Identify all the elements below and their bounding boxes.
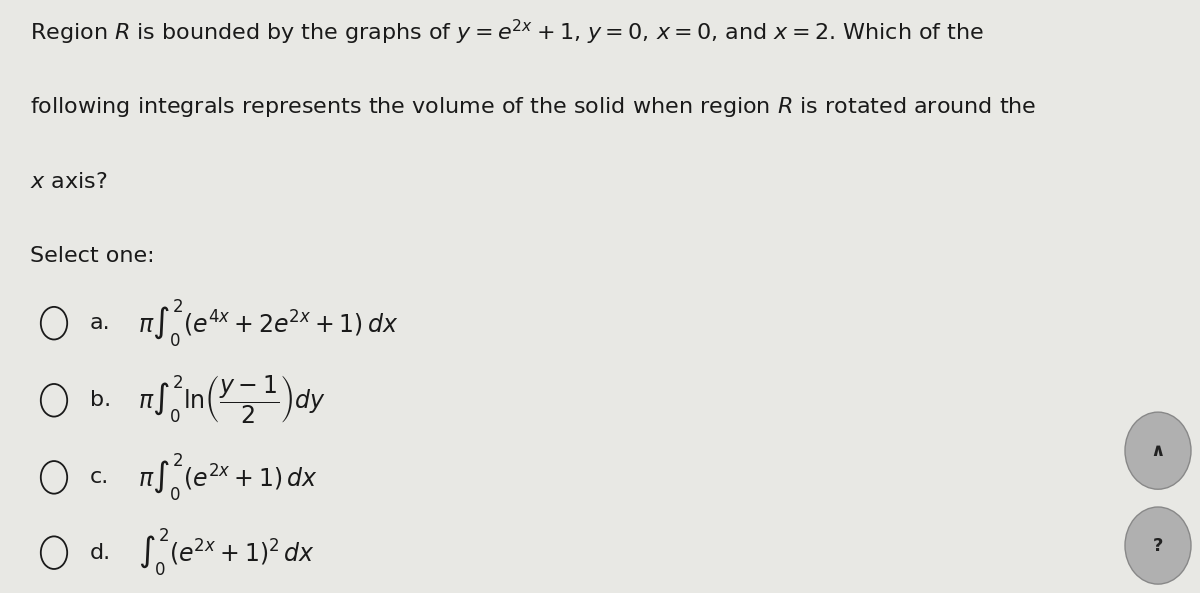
Text: $\pi\int_{0}^{2}(e^{4x} + 2e^{2x} + 1)\,dx$: $\pi\int_{0}^{2}(e^{4x} + 2e^{2x} + 1)\,… — [138, 298, 398, 349]
Ellipse shape — [1126, 412, 1190, 489]
Text: $\pi\int_{0}^{2}\ln\!\left(\dfrac{y-1}{2}\right)dy$: $\pi\int_{0}^{2}\ln\!\left(\dfrac{y-1}{2… — [138, 374, 325, 426]
Text: $\pi\int_{0}^{2}(e^{2x} + 1)\,dx$: $\pi\int_{0}^{2}(e^{2x} + 1)\,dx$ — [138, 452, 318, 503]
Text: ?: ? — [1153, 537, 1163, 554]
Text: d.: d. — [90, 543, 112, 563]
Text: c.: c. — [90, 467, 109, 487]
Text: a.: a. — [90, 313, 110, 333]
Text: Region $R$ is bounded by the graphs of $y = e^{2x} + 1$, $y = 0$, $x = 0$, and $: Region $R$ is bounded by the graphs of $… — [30, 18, 984, 47]
Text: $x$ axis?: $x$ axis? — [30, 172, 108, 192]
Text: Select one:: Select one: — [30, 246, 155, 266]
Ellipse shape — [1126, 507, 1190, 584]
Text: $\int_{0}^{2}(e^{2x} + 1)^{2}\,dx$: $\int_{0}^{2}(e^{2x} + 1)^{2}\,dx$ — [138, 527, 314, 578]
Text: b.: b. — [90, 390, 112, 410]
Text: following integrals represents the volume of the solid when region $R$ is rotate: following integrals represents the volum… — [30, 95, 1037, 119]
Text: ∧: ∧ — [1151, 442, 1165, 460]
